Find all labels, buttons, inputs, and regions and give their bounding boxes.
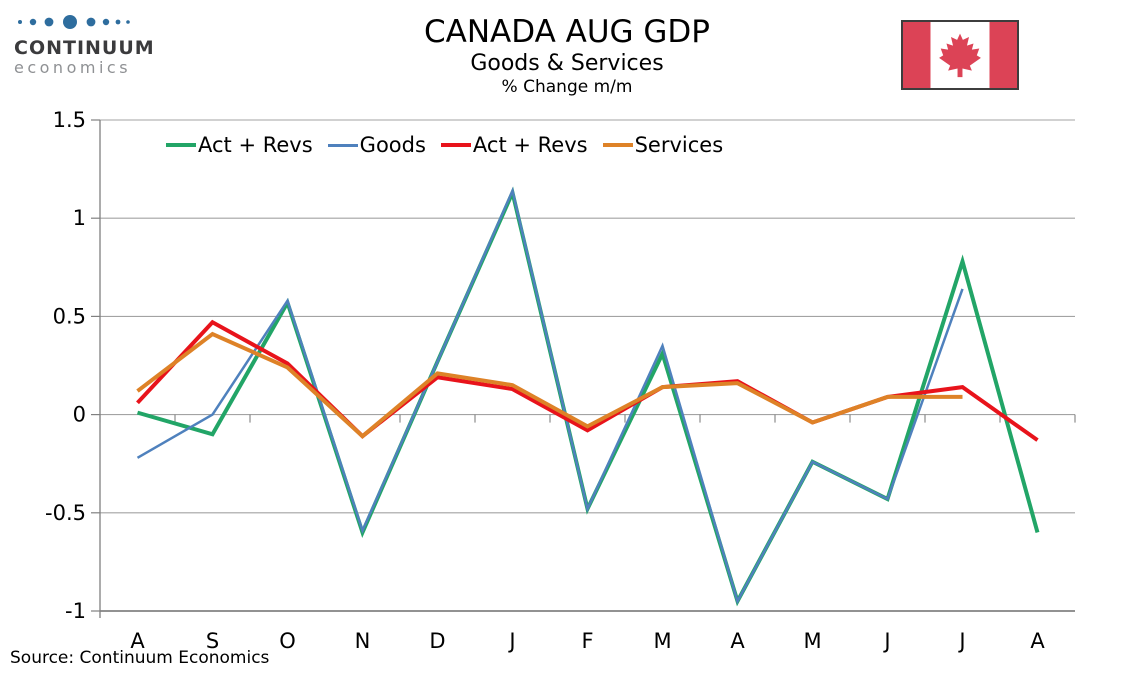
x-axis-label: F — [581, 629, 593, 653]
source-note: Source: Continuum Economics — [10, 648, 270, 668]
y-axis-label: -1 — [65, 599, 86, 623]
y-axis-label: 1 — [73, 206, 86, 230]
y-axis-label: 0 — [73, 403, 86, 427]
legend-label: Goods — [359, 133, 426, 157]
y-axis-label: -0.5 — [45, 501, 86, 525]
chart-title: CANADA AUG GDP — [424, 14, 710, 50]
legend-item-3: Services — [602, 133, 724, 157]
x-axis-label: A — [1030, 629, 1045, 653]
x-axis-label: J — [957, 629, 965, 653]
legend-item-0: Act + Revs — [166, 133, 313, 157]
legend-label: Services — [634, 133, 724, 157]
legend-swatch-icon — [602, 143, 633, 147]
continuum-logo: CONTINUUM economics — [14, 10, 155, 77]
y-axis-label: 1.5 — [53, 108, 86, 132]
series-line-1 — [136, 186, 964, 605]
continuum-dots-icon — [18, 15, 130, 29]
x-axis-label: D — [429, 629, 445, 653]
legend-label: Act + Revs — [198, 133, 313, 157]
x-axis-label: A — [130, 629, 145, 653]
x-axis-label: J — [882, 629, 890, 653]
x-axis-label: O — [279, 629, 296, 653]
series-line-2 — [136, 319, 1039, 442]
legend-swatch-icon — [327, 143, 358, 147]
x-axis-label: A — [730, 629, 745, 653]
logo-brand-name: CONTINUUM — [14, 37, 155, 59]
chart-header: CANADA AUG GDP Goods & Services % Change… — [0, 14, 1134, 98]
canada-flag-icon — [901, 20, 1019, 94]
chart-unit-note: % Change m/m — [501, 77, 633, 97]
legend-swatch-icon — [166, 143, 196, 147]
chart-legend: Act + Revs Goods Act + Revs Services — [166, 133, 723, 157]
x-axis-label: N — [355, 629, 371, 653]
x-axis-label: M — [803, 629, 821, 653]
x-axis-label: M — [653, 629, 671, 653]
legend-swatch-icon — [440, 143, 471, 147]
logo-brand-sub: economics — [14, 58, 132, 77]
chart-subtitle: Goods & Services — [470, 51, 664, 76]
legend-item-2: Act + Revs — [440, 133, 588, 157]
legend-label: Act + Revs — [472, 133, 588, 157]
legend-item-1: Goods — [327, 133, 426, 157]
x-axis-label: S — [206, 629, 219, 653]
y-axis-label: 0.5 — [53, 304, 86, 328]
series-line-3 — [136, 331, 963, 439]
x-axis-label: J — [507, 629, 515, 653]
